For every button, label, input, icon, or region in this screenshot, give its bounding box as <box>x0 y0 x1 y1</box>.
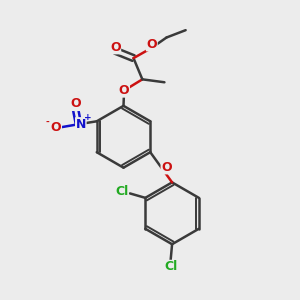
Text: Cl: Cl <box>164 260 177 273</box>
Text: +: + <box>84 113 92 122</box>
Text: -: - <box>45 117 49 126</box>
Text: O: O <box>161 161 172 174</box>
Text: N: N <box>76 118 86 131</box>
Text: O: O <box>146 38 157 51</box>
Text: Cl: Cl <box>115 185 128 199</box>
Text: O: O <box>119 84 129 97</box>
Text: O: O <box>70 98 81 110</box>
Text: O: O <box>51 121 62 134</box>
Text: O: O <box>110 41 121 54</box>
